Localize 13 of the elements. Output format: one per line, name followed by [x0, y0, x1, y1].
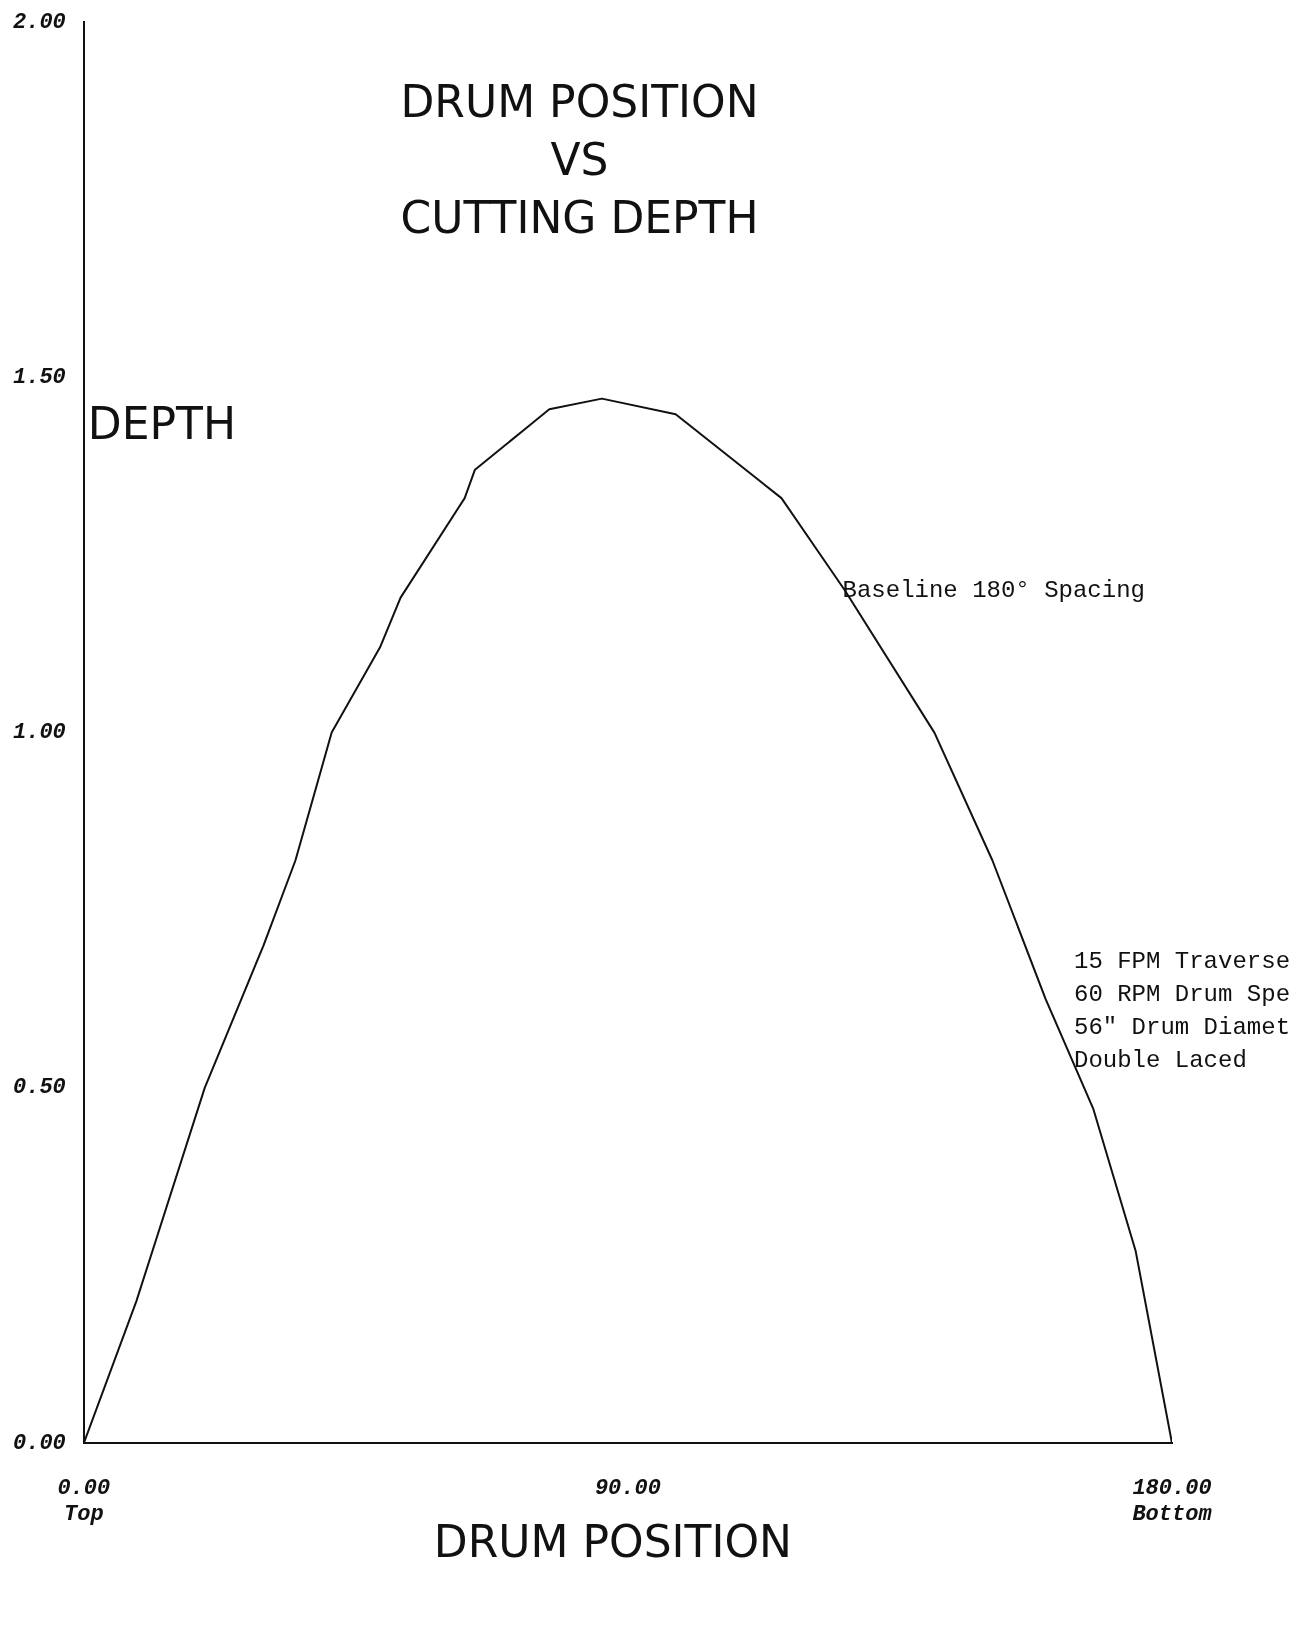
- y-axis-title: DEPTH: [87, 398, 236, 450]
- y-tick-label: 0.50: [13, 1075, 66, 1101]
- x-axis-title: DRUM POSITION: [433, 1515, 792, 1567]
- y-tick-label: 1.00: [13, 720, 66, 746]
- x-tick-label: 0.00 Top: [57, 1475, 111, 1528]
- text: DRUM POSITION VS CUTTING DEPTH: [400, 76, 759, 244]
- series-label: Baseline 180° Spacing: [842, 576, 1145, 604]
- y-tick-label: 0.00: [13, 1430, 66, 1456]
- y-tick-label: 2.00: [13, 9, 66, 35]
- y-tick-label: 1.50: [13, 364, 66, 390]
- annotation: 15 FPM Traverse 60 RPM Drum Spe 56" Drum Diamet Double Laced: [1074, 948, 1291, 1075]
- x-tick-label: 90.00: [594, 1475, 661, 1501]
- x-tick-label: 180.00 Bottom: [1132, 1475, 1213, 1528]
